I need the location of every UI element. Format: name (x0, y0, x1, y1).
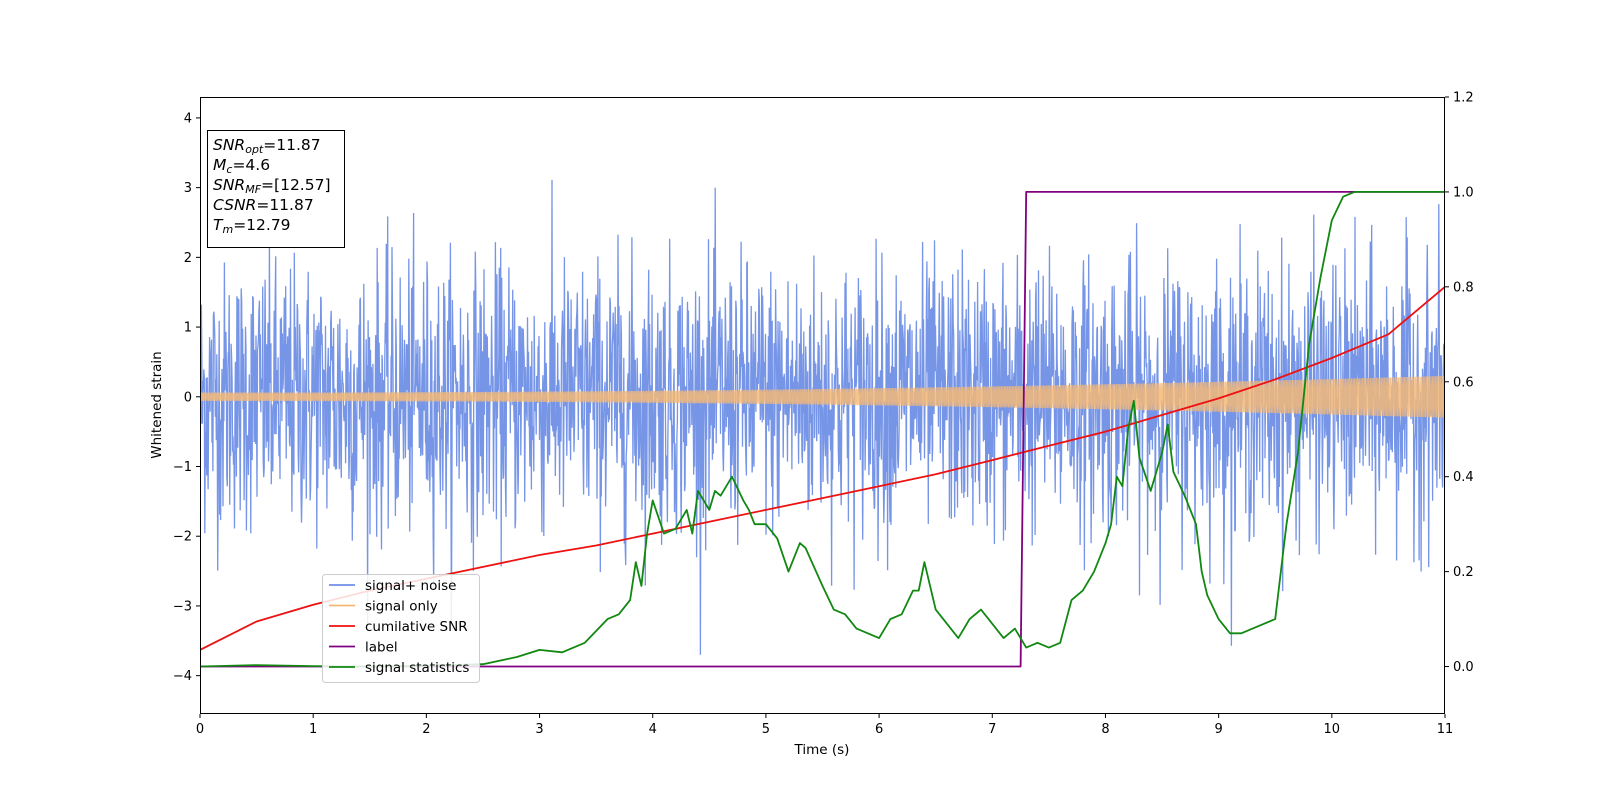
legend-label: label (365, 640, 398, 656)
info-symbol: SNR (213, 176, 246, 194)
y-left-tick-label: 2 (184, 251, 192, 266)
y-left-tick-label: 3 (184, 181, 192, 196)
y-left-tick-label: −1 (173, 460, 192, 475)
info-subscript: c (226, 163, 233, 176)
signal-statistics-line (200, 191, 1445, 668)
legend-box (322, 574, 480, 683)
x-tick-label: 0 (196, 722, 204, 737)
info-box-row: SNRMF=[12.57] (213, 175, 344, 195)
x-tick-label: 1 (309, 722, 317, 737)
signal-only-series (200, 375, 1445, 418)
x-tick-label: 2 (422, 722, 430, 737)
legend: signal+ noise signal only cumilative SNR la… (322, 574, 480, 683)
info-value: =12.79 (233, 216, 291, 234)
x-axis-title: Time (s) (794, 742, 850, 758)
y-axis-title: Whitened strain (149, 351, 165, 458)
y-right-tick-label: 0.2 (1453, 565, 1474, 580)
signal-noise-series (200, 179, 1445, 655)
info-value: =11.87 (256, 196, 314, 214)
y-right-tick-label: 0.4 (1453, 470, 1474, 485)
y-left-tick-label: −3 (173, 599, 192, 614)
y-left-tick-label: −4 (173, 669, 192, 684)
x-tick-label: 9 (1214, 722, 1222, 737)
y-right-tick-label: 1.2 (1453, 91, 1474, 106)
y-left-tick-label: 4 (184, 111, 192, 126)
y-left-tick-label: 1 (184, 321, 192, 336)
info-symbol: SNR (213, 136, 246, 154)
y-left-tick-label: 0 (184, 390, 192, 405)
legend-label: cumilative SNR (365, 619, 468, 635)
info-box-row: Tm=12.79 (213, 215, 344, 235)
info-subscript: MF (245, 183, 262, 196)
y-left-tick-label: −2 (173, 530, 192, 545)
info-value: =4.6 (232, 156, 271, 174)
y-right-tick-label: 0.8 (1453, 280, 1474, 295)
x-tick-label: 11 (1437, 722, 1454, 737)
info-symbol: M (213, 156, 227, 174)
signal-only-line (200, 375, 1445, 418)
info-value: =11.87 (263, 136, 321, 154)
x-tick-label: 7 (988, 722, 996, 737)
x-tick-label: 5 (762, 722, 770, 737)
y-right-tick-label: 0.6 (1453, 375, 1474, 390)
x-tick-label: 3 (535, 722, 543, 737)
info-box: SNRopt=11.87 Mc=4.6 SNRMF=[12.57] CSNR=11.8… (207, 130, 345, 248)
plot-frame (200, 97, 1445, 714)
legend-label: signal statistics (365, 660, 469, 676)
y-right-tick-label: 0.0 (1453, 660, 1474, 675)
info-symbol: CSNR (213, 196, 257, 214)
x-tick-label: 6 (875, 722, 883, 737)
y-axis-left: 4 3 2 1 0 −1 −2 −3 −4 (173, 111, 200, 684)
x-tick-label: 4 (649, 722, 657, 737)
legend-label: signal only (365, 599, 438, 615)
info-subscript: m (222, 223, 234, 236)
info-subscript: opt (245, 143, 264, 156)
info-value: =[12.57] (261, 176, 331, 194)
info-box-row: Mc=4.6 (213, 155, 344, 175)
info-symbol: T (213, 216, 223, 234)
legend-label: signal+ noise (365, 578, 456, 594)
y-right-tick-label: 1.0 (1453, 185, 1474, 200)
y-axis-right: 1.2 1.0 0.8 0.6 0.4 0.2 0.0 (1445, 91, 1474, 675)
x-tick-label: 8 (1101, 722, 1109, 737)
x-tick-label: 10 (1324, 722, 1341, 737)
x-axis: 0 1 2 3 4 5 6 7 8 9 10 11 (196, 714, 1453, 737)
info-box-row: CSNR=11.87 (213, 195, 344, 215)
signal-noise-line (200, 179, 1445, 655)
info-box-row: SNRopt=11.87 (213, 135, 344, 155)
label-line (200, 191, 1445, 668)
